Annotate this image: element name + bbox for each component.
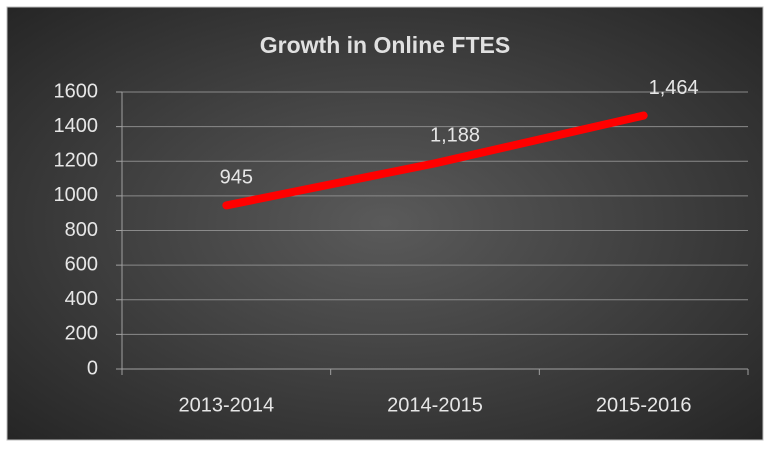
y-tick-label: 200	[65, 323, 98, 345]
y-tick-label: 400	[65, 288, 98, 310]
x-tick-label: 2015-2016	[596, 394, 692, 416]
y-tick-label: 1400	[54, 115, 99, 137]
data-label: 1,464	[649, 77, 699, 99]
data-label: 945	[220, 167, 253, 189]
y-tick-label: 600	[65, 253, 98, 275]
chart-background	[6, 6, 764, 441]
y-tick-label: 1200	[54, 150, 99, 172]
y-tick-label: 800	[65, 219, 98, 241]
y-tick-label: 1000	[54, 184, 99, 206]
chart-title: Growth in Online FTES	[260, 32, 510, 58]
line	[222, 111, 648, 210]
y-tick-label: 0	[87, 357, 98, 379]
x-tick-label: 2014-2015	[387, 394, 483, 416]
x-tick-label: 2013-2014	[179, 394, 275, 416]
data-label: 1,188	[430, 125, 480, 147]
y-tick-label: 1600	[54, 80, 99, 102]
